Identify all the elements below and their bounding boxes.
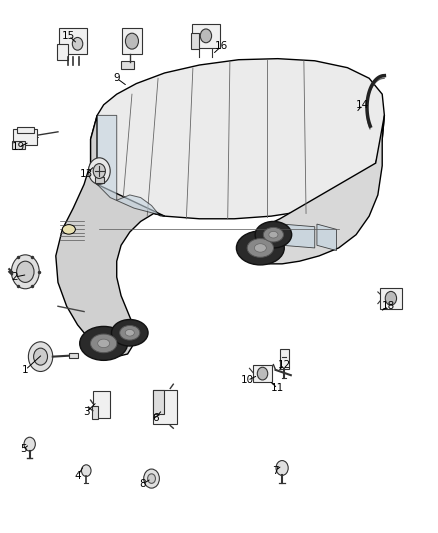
Text: 5: 5 — [20, 445, 26, 455]
Ellipse shape — [91, 334, 117, 353]
Circle shape — [24, 437, 35, 451]
Ellipse shape — [80, 326, 127, 360]
Bar — [280, 349, 289, 369]
Bar — [93, 391, 110, 418]
Text: 19: 19 — [12, 142, 25, 152]
Text: 8: 8 — [140, 479, 146, 489]
Text: 15: 15 — [62, 31, 75, 41]
Bar — [13, 128, 37, 144]
Circle shape — [144, 469, 159, 488]
Text: 2: 2 — [11, 272, 18, 282]
Polygon shape — [282, 224, 315, 248]
Text: 4: 4 — [74, 471, 81, 481]
Circle shape — [11, 255, 39, 289]
Polygon shape — [252, 115, 385, 264]
Ellipse shape — [98, 339, 110, 348]
Bar — [92, 406, 98, 419]
Circle shape — [34, 348, 47, 365]
Text: 6: 6 — [152, 413, 159, 423]
Text: 13: 13 — [80, 169, 93, 179]
Circle shape — [148, 474, 155, 483]
Bar — [59, 28, 87, 54]
Circle shape — [88, 158, 110, 184]
Bar — [69, 353, 78, 358]
Polygon shape — [97, 115, 165, 216]
Ellipse shape — [120, 326, 140, 340]
Text: 9: 9 — [113, 73, 120, 83]
Circle shape — [17, 261, 34, 282]
Polygon shape — [56, 115, 165, 357]
Ellipse shape — [62, 224, 75, 234]
Circle shape — [93, 164, 106, 179]
Text: 1: 1 — [22, 365, 28, 375]
Circle shape — [72, 37, 83, 50]
Ellipse shape — [237, 231, 284, 265]
Text: 11: 11 — [271, 383, 284, 393]
Ellipse shape — [247, 239, 273, 257]
Bar — [380, 288, 402, 309]
Circle shape — [276, 461, 288, 475]
Ellipse shape — [254, 244, 266, 252]
Polygon shape — [317, 224, 336, 251]
Ellipse shape — [263, 228, 283, 242]
Circle shape — [81, 465, 91, 477]
Ellipse shape — [125, 329, 134, 336]
Bar — [152, 390, 163, 414]
Bar — [191, 33, 199, 49]
Text: 18: 18 — [382, 301, 396, 311]
Bar — [121, 61, 134, 69]
Circle shape — [385, 292, 396, 305]
Circle shape — [125, 33, 138, 49]
Circle shape — [200, 29, 212, 43]
Ellipse shape — [255, 221, 292, 248]
Text: 12: 12 — [278, 360, 291, 369]
Polygon shape — [91, 59, 385, 219]
Bar — [253, 365, 272, 382]
Bar — [12, 141, 25, 149]
Bar — [152, 390, 177, 424]
Text: 16: 16 — [215, 42, 228, 52]
Text: 3: 3 — [83, 407, 89, 417]
Text: 7: 7 — [272, 466, 279, 475]
Circle shape — [28, 342, 53, 372]
Bar — [192, 24, 220, 48]
Text: 10: 10 — [241, 375, 254, 385]
Bar — [57, 44, 68, 60]
Circle shape — [257, 367, 268, 380]
Bar — [122, 28, 142, 54]
Ellipse shape — [112, 319, 148, 346]
Ellipse shape — [269, 231, 278, 238]
Text: 14: 14 — [356, 100, 369, 110]
Bar — [95, 177, 104, 183]
Bar — [17, 126, 34, 133]
